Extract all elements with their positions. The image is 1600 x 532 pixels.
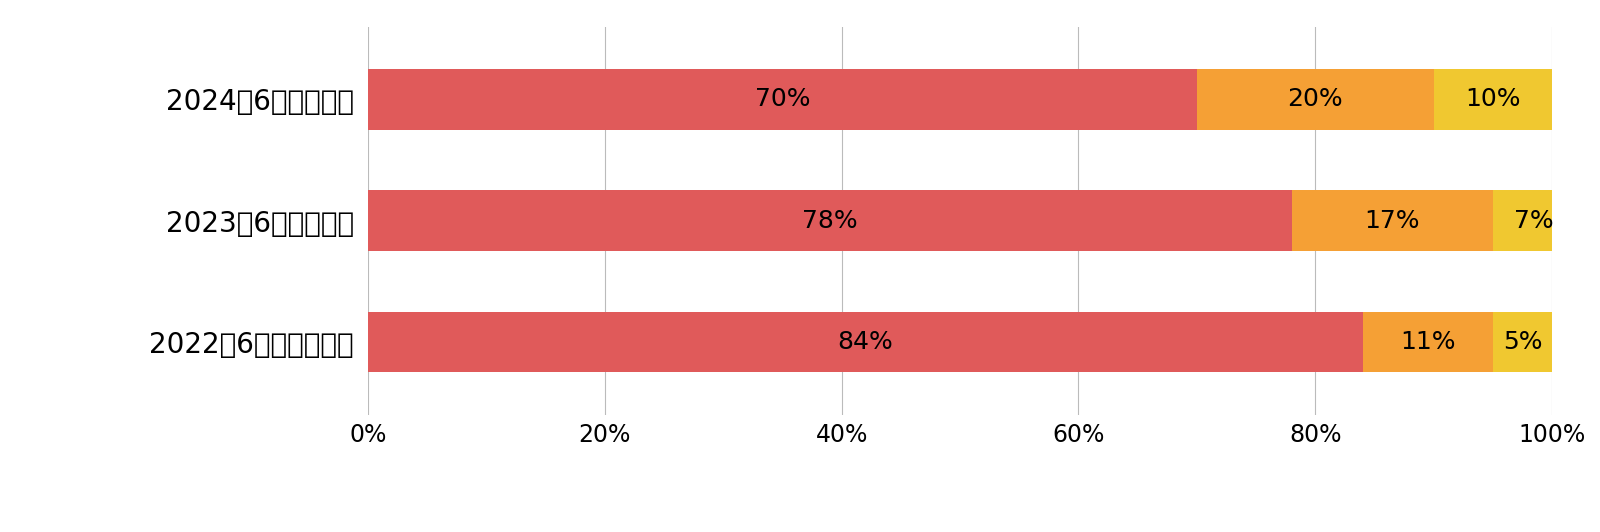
- Text: 78%: 78%: [802, 209, 858, 233]
- Bar: [1493, 190, 1576, 251]
- Bar: [368, 69, 1197, 130]
- Bar: [1493, 312, 1552, 372]
- Bar: [1197, 69, 1434, 130]
- Legend: 基本報酷, STI, LTI: 基本報酷, STI, LTI: [893, 521, 1218, 532]
- Text: 10%: 10%: [1466, 87, 1520, 111]
- Text: 84%: 84%: [837, 330, 893, 354]
- Text: 11%: 11%: [1400, 330, 1456, 354]
- Bar: [368, 312, 1363, 372]
- Text: 70%: 70%: [755, 87, 810, 111]
- Bar: [1363, 312, 1493, 372]
- Text: 5%: 5%: [1502, 330, 1542, 354]
- Text: 7%: 7%: [1515, 209, 1554, 233]
- Text: 17%: 17%: [1365, 209, 1419, 233]
- Bar: [368, 190, 1291, 251]
- Bar: [1434, 69, 1552, 130]
- Text: 20%: 20%: [1288, 87, 1342, 111]
- Bar: [1291, 190, 1493, 251]
